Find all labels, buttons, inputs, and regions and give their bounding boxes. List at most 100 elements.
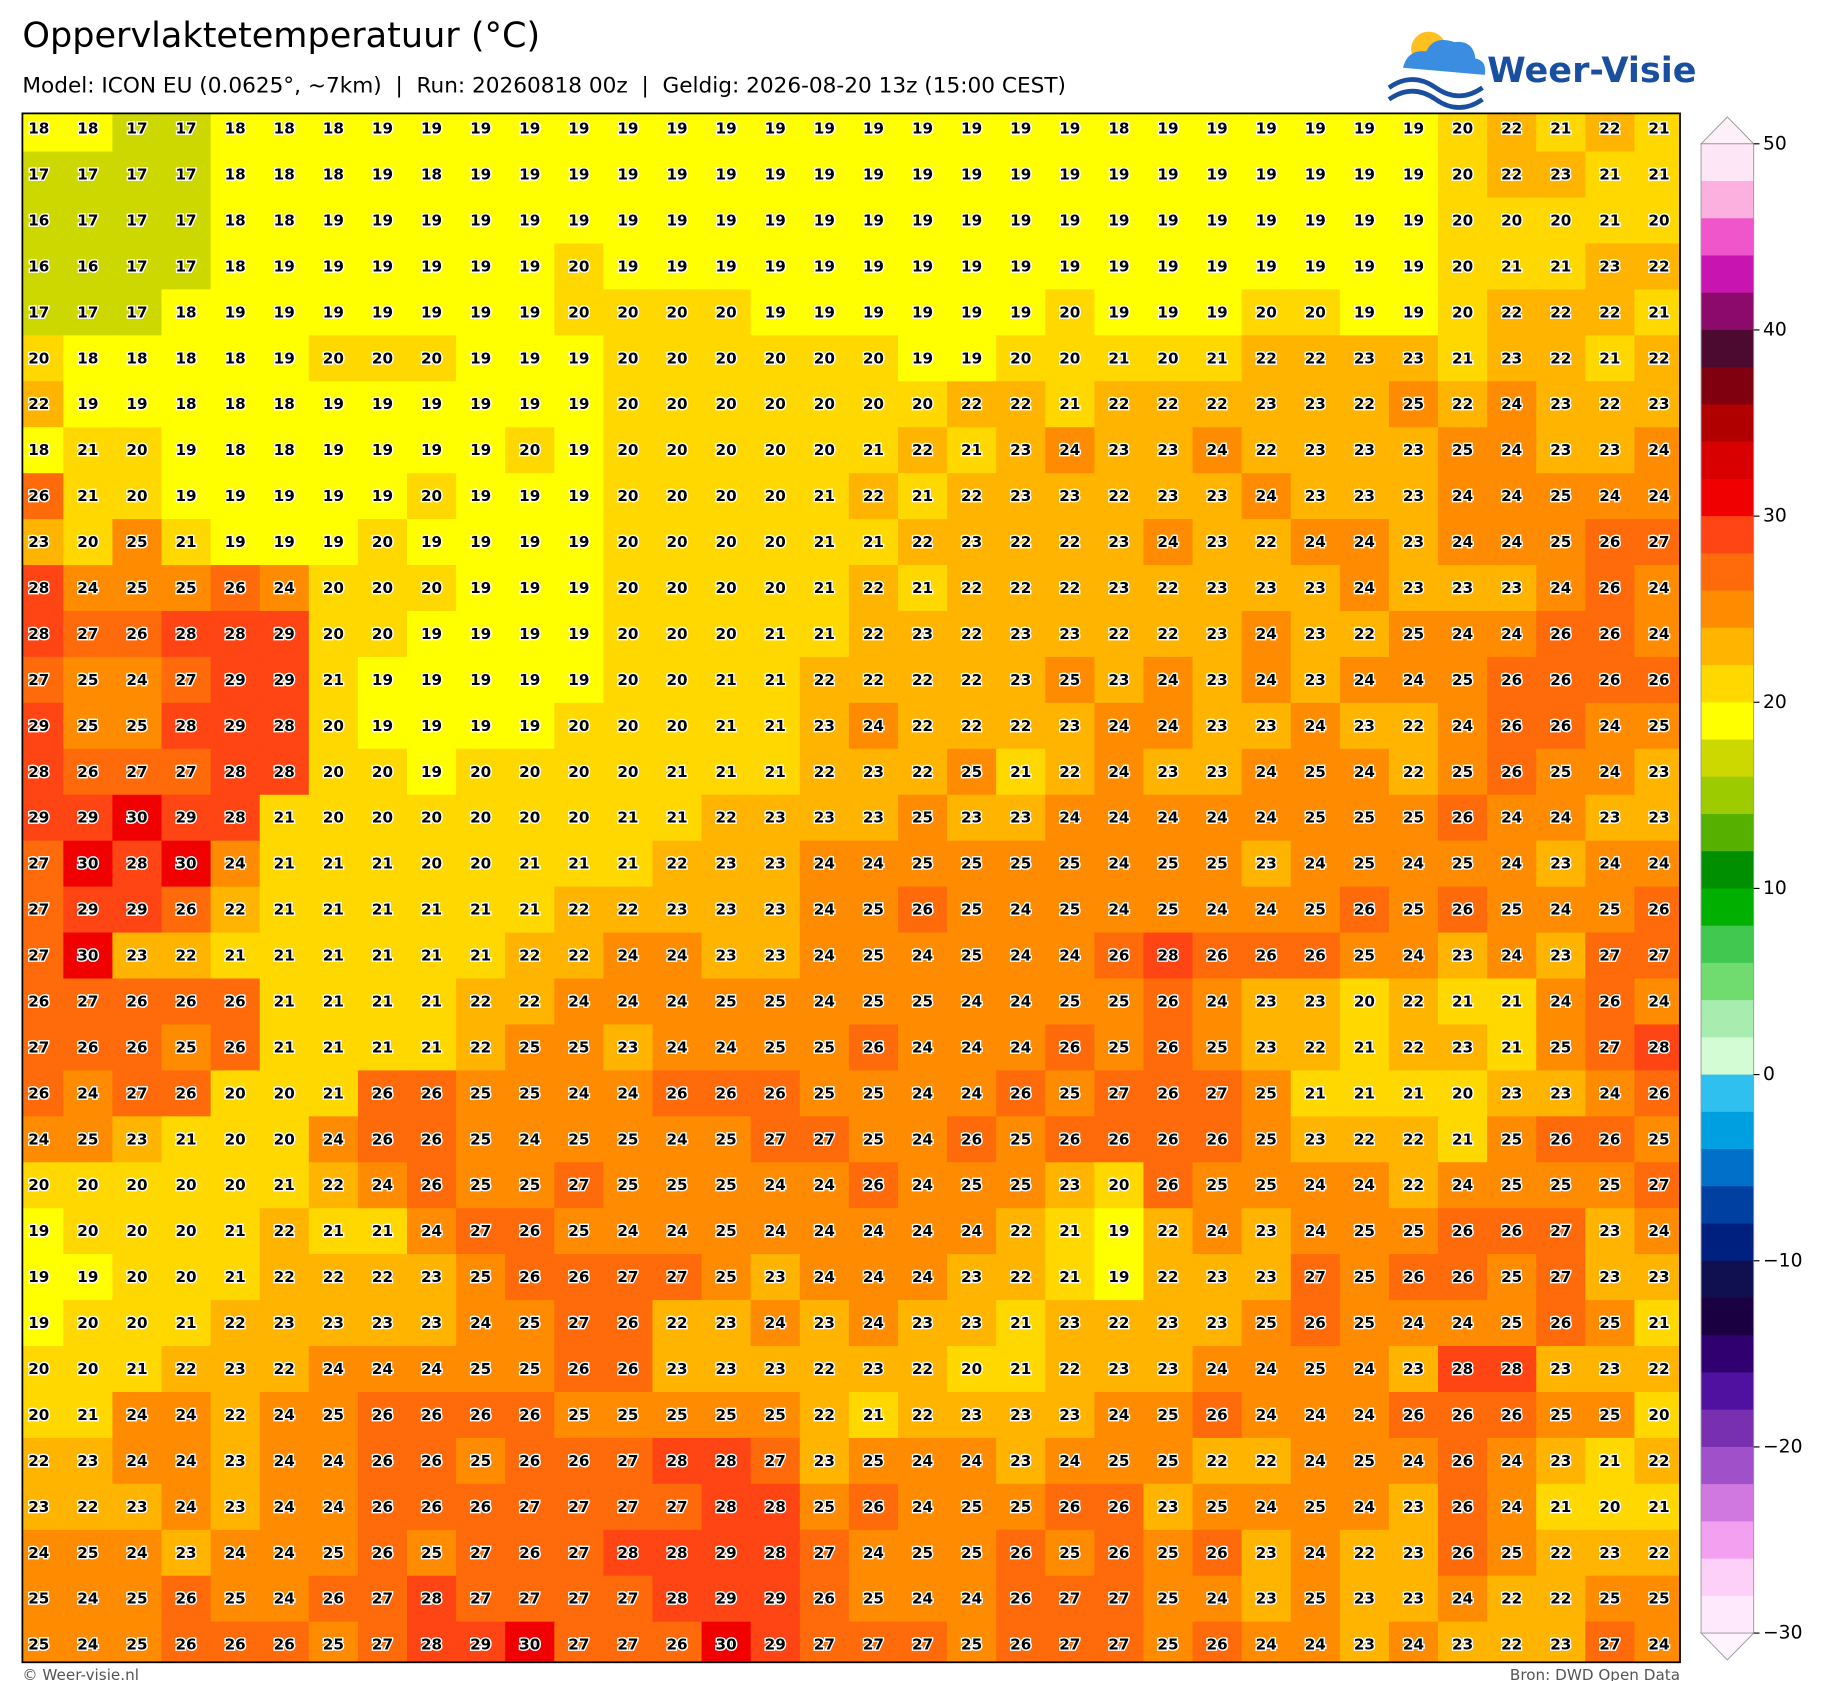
temperature-cell [554,1254,604,1301]
logo: Weer-Visie [1387,31,1697,110]
temperature-cell [1290,289,1341,336]
temperature-cell [1634,748,1681,796]
temperature-value: 27 [617,1452,638,1470]
temperature-value: 24 [28,1544,49,1562]
temperature-value: 17 [28,166,49,184]
temperature-value: 25 [716,1406,737,1424]
colorbar-segment [1701,925,1754,964]
temperature-value: 21 [274,855,295,873]
temperature-cell [1290,1162,1341,1209]
temperature-cell [505,978,555,1026]
temperature-cell [897,794,948,842]
temperature-value: 19 [568,120,589,138]
temperature-cell [112,1346,163,1393]
temperature-value: 23 [1010,625,1031,643]
temperature-cell [897,932,948,980]
temperature-value: 22 [1403,992,1424,1010]
temperature-cell [1143,243,1194,290]
temperature-cell [947,794,997,842]
temperature-value: 21 [716,717,737,735]
temperature-cell [1192,565,1243,612]
temperature-value: 23 [1403,441,1424,459]
temperature-value: 24 [617,1222,638,1240]
temperature-value: 17 [175,120,196,138]
temperature-cell [112,932,163,980]
temperature-value: 23 [1599,809,1620,827]
temperature-value: 22 [1501,303,1522,321]
temperature-value: 19 [863,211,884,229]
temperature-value: 22 [1157,625,1178,643]
temperature-value: 20 [716,625,737,643]
temperature-cell [406,1070,457,1117]
temperature-value: 25 [814,1498,835,1516]
temperature-cell [210,381,261,428]
temperature-value: 19 [1403,211,1424,229]
temperature-cell [112,794,163,842]
temperature-cell [1388,1208,1439,1255]
temperature-value: 19 [519,671,540,689]
temperature-value: 25 [519,1038,540,1056]
temperature-value: 26 [1501,671,1522,689]
temperature-value: 22 [912,533,933,551]
temperature-value: 24 [961,1590,982,1608]
temperature-cell [996,113,1046,153]
temperature-cell [1536,1483,1586,1531]
temperature-cell [554,1437,604,1485]
temperature-value: 25 [863,1084,884,1102]
temperature-cell [1192,1070,1243,1117]
temperature-cell [554,1070,604,1117]
temperature-value: 25 [765,1406,786,1424]
temperature-cell [897,1116,948,1163]
temperature-cell [259,113,310,153]
temperature-value: 21 [1354,1084,1375,1102]
temperature-cell [1094,1391,1145,1439]
temperature-cell [652,1391,703,1439]
footer-source: Bron: DWD Open Data [1510,1666,1680,1681]
temperature-cell [1290,656,1341,704]
temperature-value: 19 [912,257,933,275]
temperature-value: 23 [1354,487,1375,505]
temperature-value: 20 [716,579,737,597]
temperature-value: 25 [1452,855,1473,873]
temperature-cell [750,289,801,336]
temperature-cell [1290,794,1341,842]
temperature-cell [456,1346,506,1393]
temperature-cell [1634,978,1681,1026]
temperature-cell [554,113,604,153]
temperature-value: 23 [1550,395,1571,413]
temperature-cell [848,1300,899,1347]
temperature-value: 19 [470,395,491,413]
temperature-cell [63,610,113,658]
temperature-cell [1192,656,1243,704]
temperature-cell [848,565,899,612]
temperature-cell [1536,519,1586,566]
temperature-value: 23 [372,1314,393,1332]
temperature-value: 20 [372,763,393,781]
temperature-value: 20 [617,303,638,321]
temperature-value: 19 [372,166,393,184]
temperature-value: 18 [28,120,49,138]
temperature-value: 25 [470,1084,491,1102]
temperature-value: 25 [1501,1314,1522,1332]
temperature-value: 25 [323,1636,344,1654]
temperature-cell [1094,1529,1145,1577]
temperature-value: 24 [1256,901,1277,919]
temperature-value: 25 [1256,1176,1277,1194]
temperature-value: 24 [1305,1222,1326,1240]
temperature-cell [63,1483,113,1531]
temperature-cell [456,565,506,612]
temperature-value: 26 [421,1130,442,1148]
temperature-value: 23 [1648,395,1669,413]
temperature-cell [1241,197,1292,245]
temperature-cell [210,427,261,474]
colorbar-segment [1701,776,1754,815]
temperature-value: 20 [716,487,737,505]
temperature-value: 27 [863,1636,884,1654]
temperature-value: 22 [1059,579,1080,597]
temperature-value: 20 [1452,257,1473,275]
temperature-value: 28 [28,625,49,643]
temperature-cell [406,1300,457,1347]
temperature-cell [1634,197,1681,245]
temperature-cell [22,1529,64,1577]
temperature-value: 28 [225,625,246,643]
